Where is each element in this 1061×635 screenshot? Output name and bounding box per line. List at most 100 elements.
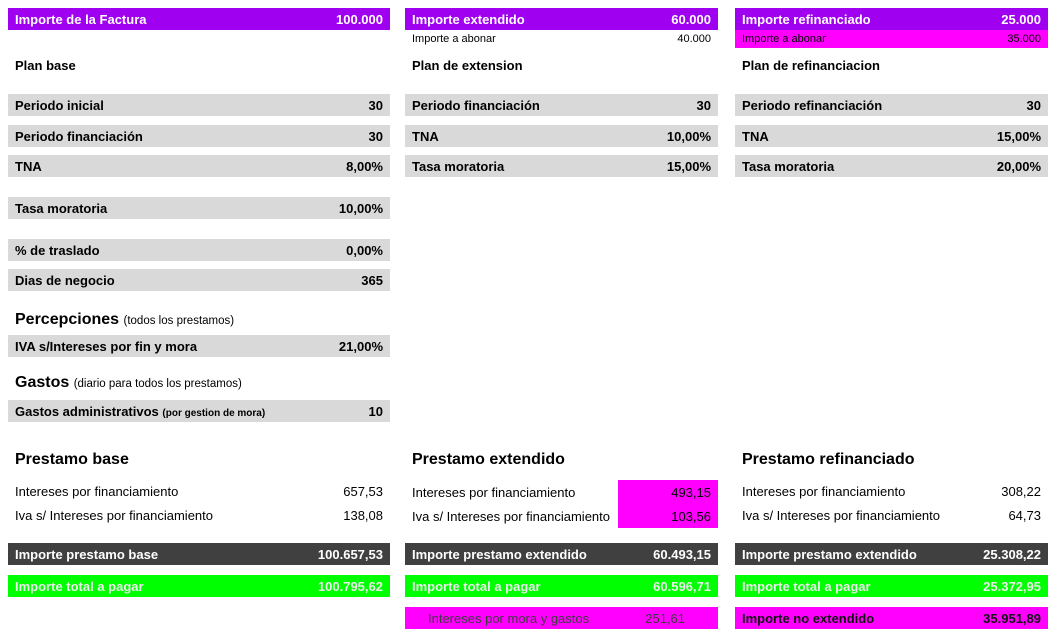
- interest-label: Iva s/ Intereses por financiamiento: [742, 507, 940, 523]
- param-label: Periodo inicial: [15, 97, 104, 113]
- interest-value-highlight[interactable]: 493,15: [618, 480, 718, 504]
- importe-a-abonar-row: Importe a abonar 40.000: [405, 30, 718, 48]
- param-row-tna: TNA 10,00%: [405, 125, 718, 147]
- importe-no-extendido-label: Importe no extendido: [742, 610, 875, 626]
- param-value[interactable]: 365: [361, 272, 383, 288]
- param-row-periodo-financiacion: Periodo financiación 30: [405, 94, 718, 116]
- importe-a-abonar-value[interactable]: 40.000: [677, 33, 711, 45]
- param-row-tna: TNA 15,00%: [735, 125, 1048, 147]
- refinanced-amount-value[interactable]: 25.000: [1001, 11, 1041, 27]
- extended-amount-header: Importe extendido 60.000: [405, 8, 718, 30]
- interest-value[interactable]: 64,73: [1008, 507, 1041, 523]
- total-label: Importe total a pagar: [412, 578, 541, 594]
- gastos-admin-label: Gastos administrativos: [15, 403, 159, 419]
- param-value[interactable]: 30: [1026, 97, 1041, 113]
- param-label: Tasa moratoria: [742, 158, 835, 174]
- prestamo-base-title: Prestamo base: [15, 451, 129, 468]
- param-value[interactable]: 10,00%: [338, 200, 383, 216]
- percepciones-subtitle: (todos los prestamos): [123, 315, 235, 327]
- interest-value[interactable]: 138,08: [343, 507, 383, 523]
- gastos-subtitle: (diario para todos los prestamos): [73, 378, 242, 390]
- param-value[interactable]: 15,00%: [996, 128, 1041, 144]
- mora-gastos-value[interactable]: 251,61: [645, 610, 685, 626]
- param-value[interactable]: 20,00%: [996, 158, 1041, 174]
- param-label: Periodo financiación: [15, 128, 143, 144]
- interest-row: Intereses por financiamiento 308,22: [735, 480, 1048, 502]
- plan-extension-title: Plan de extension: [412, 58, 523, 73]
- param-row-iva: IVA s/Intereses por fin y mora 21,00%: [8, 335, 390, 357]
- column-plan-refinanciacion: Importe refinanciado 25.000 Importe a ab…: [735, 0, 1048, 635]
- param-label: % de traslado: [15, 242, 100, 258]
- mora-gastos-row: Intereses por mora y gastos 251,61: [405, 607, 718, 629]
- param-label: TNA: [412, 128, 439, 144]
- total-label: Importe prestamo extendido: [412, 546, 587, 562]
- param-label: Dias de negocio: [15, 272, 115, 288]
- param-row-periodo-refinanciacion: Periodo refinanciación 30: [735, 94, 1048, 116]
- interest-row: Iva s/ Intereses por financiamiento 138,…: [8, 504, 390, 526]
- total-value[interactable]: 100.657,53: [317, 546, 383, 562]
- invoice-amount-value[interactable]: 100.000: [336, 11, 383, 27]
- total-value[interactable]: 25.372,95: [983, 578, 1041, 594]
- interest-value-highlight[interactable]: 103,56: [618, 504, 718, 528]
- prestamo-refinanciado-title: Prestamo refinanciado: [742, 451, 915, 468]
- total-value[interactable]: 60.596,71: [653, 578, 711, 594]
- total-label: Importe total a pagar: [742, 578, 871, 594]
- param-row-tasa-moratoria: Tasa moratoria 20,00%: [735, 155, 1048, 177]
- interest-value[interactable]: 308,22: [1001, 483, 1041, 499]
- importe-a-abonar-label: Importe a abonar: [412, 33, 496, 45]
- param-label: Periodo financiación: [412, 97, 540, 113]
- mora-gastos-label: Intereses por mora y gastos: [428, 610, 590, 626]
- total-dark-row: Importe prestamo extendido 25.308,22: [735, 543, 1048, 565]
- extended-amount-value[interactable]: 60.000: [671, 11, 711, 27]
- param-label: Gastos administrativos (por gestion de m…: [15, 404, 265, 419]
- param-label: IVA s/Intereses por fin y mora: [15, 338, 198, 354]
- interest-value[interactable]: 657,53: [343, 483, 383, 499]
- param-label: Periodo refinanciación: [742, 97, 883, 113]
- param-row-periodo-inicial: Periodo inicial 30: [8, 94, 390, 116]
- importe-a-abonar-label: Importe a abonar: [742, 33, 826, 45]
- interest-row: Intereses por financiamiento 657,53: [8, 480, 390, 502]
- total-green-row: Importe total a pagar 100.795,62: [8, 575, 390, 597]
- param-label: Tasa moratoria: [412, 158, 505, 174]
- interest-row-highlighted: Intereses por financiamiento 493,15: [405, 480, 718, 504]
- param-value[interactable]: 30: [696, 97, 711, 113]
- refinanced-amount-header: Importe refinanciado 25.000: [735, 8, 1048, 30]
- interest-label: Iva s/ Intereses por financiamiento: [412, 508, 610, 524]
- interest-label: Intereses por financiamiento: [742, 483, 906, 499]
- extended-amount-label: Importe extendido: [412, 11, 525, 27]
- param-value[interactable]: 30: [368, 128, 383, 144]
- param-value[interactable]: 10,00%: [666, 128, 711, 144]
- param-value[interactable]: 10: [368, 403, 383, 419]
- percepciones-title: Percepciones (todos los prestamos): [8, 311, 390, 329]
- total-value[interactable]: 25.308,22: [983, 546, 1041, 562]
- total-value[interactable]: 100.795,62: [317, 578, 383, 594]
- interest-label: Intereses por financiamiento: [15, 483, 179, 499]
- importe-a-abonar-row-highlighted: Importe a abonar 35.000: [735, 30, 1048, 48]
- param-value[interactable]: 8,00%: [346, 158, 383, 174]
- invoice-amount-label: Importe de la Factura: [15, 11, 147, 27]
- param-value[interactable]: 15,00%: [666, 158, 711, 174]
- param-value[interactable]: 30: [368, 97, 383, 113]
- total-label: Importe prestamo extendido: [742, 546, 917, 562]
- param-label: Tasa moratoria: [15, 200, 108, 216]
- param-row-gastos-admin: Gastos administrativos (por gestion de m…: [8, 400, 390, 422]
- total-label: Importe prestamo base: [15, 546, 159, 562]
- interest-label: Iva s/ Intereses por financiamiento: [15, 507, 213, 523]
- param-label: TNA: [15, 158, 42, 174]
- gastos-title-text: Gastos: [15, 374, 70, 391]
- gastos-title: Gastos (diario para todos los prestamos): [8, 374, 390, 392]
- percepciones-title-text: Percepciones: [15, 311, 120, 328]
- importe-a-abonar-value[interactable]: 35.000: [1007, 33, 1041, 45]
- param-row-tasa-moratoria: Tasa moratoria 15,00%: [405, 155, 718, 177]
- param-value[interactable]: 21,00%: [338, 338, 383, 354]
- total-dark-row: Importe prestamo extendido 60.493,15: [405, 543, 718, 565]
- total-green-row: Importe total a pagar 25.372,95: [735, 575, 1048, 597]
- param-row-tna: TNA 8,00%: [8, 155, 390, 177]
- param-value[interactable]: 0,00%: [346, 242, 383, 258]
- interest-label: Intereses por financiamiento: [412, 484, 576, 500]
- importe-no-extendido-value[interactable]: 35.951,89: [983, 610, 1041, 626]
- total-green-row: Importe total a pagar 60.596,71: [405, 575, 718, 597]
- total-value[interactable]: 60.493,15: [653, 546, 711, 562]
- param-row-tasa-moratoria: Tasa moratoria 10,00%: [8, 197, 390, 219]
